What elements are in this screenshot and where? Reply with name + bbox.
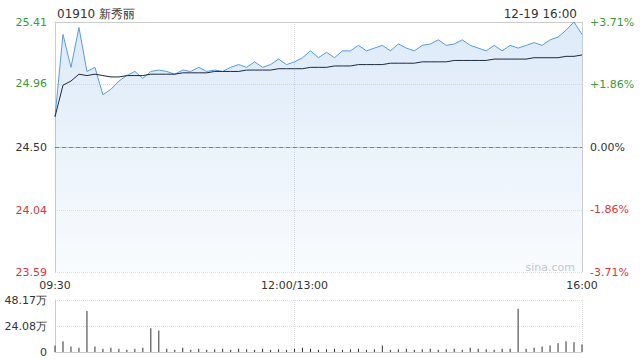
svg-text:0.00%: 0.00% bbox=[590, 141, 625, 154]
svg-text:24.96: 24.96 bbox=[16, 77, 48, 90]
svg-text:-3.71%: -3.71% bbox=[590, 266, 629, 279]
svg-text:24.04: 24.04 bbox=[16, 204, 48, 217]
svg-text:09:30: 09:30 bbox=[39, 279, 71, 292]
svg-text:25.41: 25.41 bbox=[16, 16, 48, 29]
svg-text:24.08万: 24.08万 bbox=[5, 320, 48, 333]
svg-text:-1.86%: -1.86% bbox=[590, 203, 629, 216]
svg-text:12:00/13:00: 12:00/13:00 bbox=[261, 279, 328, 292]
svg-text:+3.71%: +3.71% bbox=[590, 16, 634, 29]
svg-text:01910 新秀丽: 01910 新秀丽 bbox=[57, 7, 135, 21]
svg-text:0: 0 bbox=[40, 346, 47, 359]
svg-text:23.59: 23.59 bbox=[16, 266, 48, 279]
svg-text:+1.86%: +1.86% bbox=[590, 78, 634, 91]
svg-text:48.17万: 48.17万 bbox=[5, 294, 48, 307]
svg-text:24.50: 24.50 bbox=[16, 141, 48, 154]
svg-text:16:00: 16:00 bbox=[566, 279, 598, 292]
svg-text:12-19 16:00: 12-19 16:00 bbox=[504, 7, 577, 21]
